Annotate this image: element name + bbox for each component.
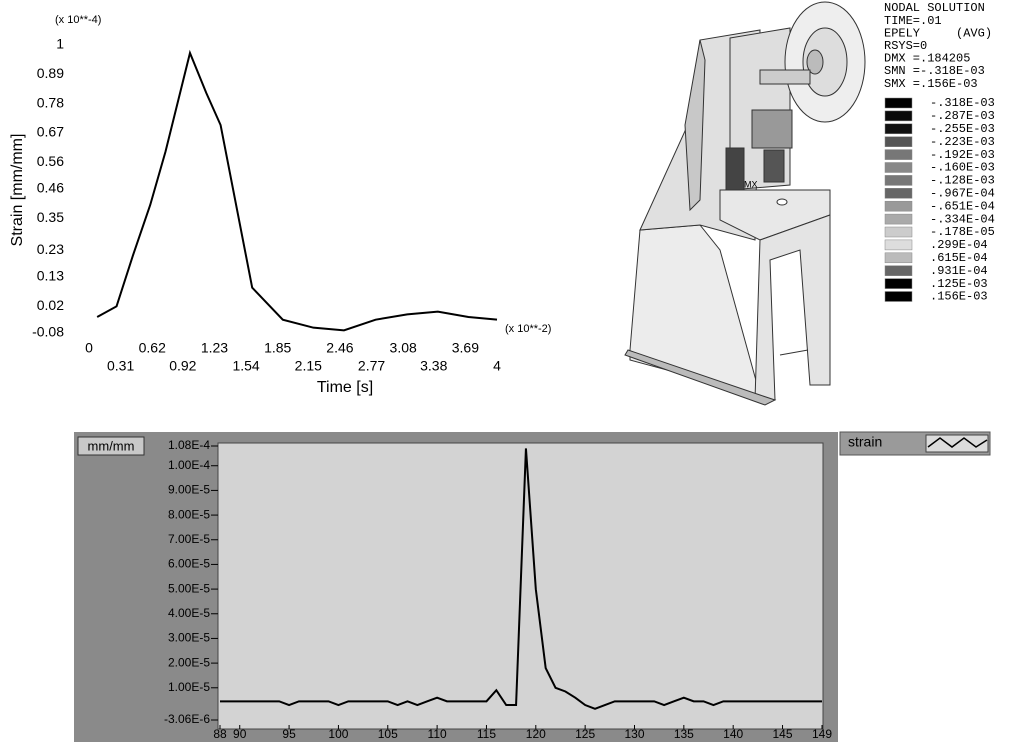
y-multiplier: (x 10**-4) <box>55 14 101 26</box>
x-tick-label: 0.31 <box>107 358 134 374</box>
x-tick-label: 1.85 <box>264 340 291 356</box>
x-tick-label: 2.46 <box>326 340 353 356</box>
y-tick-label: 0.02 <box>37 297 64 313</box>
x-multiplier: (x 10**-2) <box>505 323 551 335</box>
y-tick-label: 1.00E-5 <box>168 680 210 694</box>
contour-swatch <box>885 292 912 302</box>
contour-label: -.651E-04 <box>930 199 995 213</box>
contour-label: -.192E-03 <box>930 148 995 162</box>
y-tick-label: 5.00E-5 <box>168 581 210 595</box>
y-tick-label: 1.08E-4 <box>168 438 210 452</box>
y-tick-label: 0.46 <box>37 180 64 196</box>
y-tick-label: 0.67 <box>37 124 64 140</box>
x-axis-label: Time [s] <box>317 379 373 396</box>
contour-swatch <box>885 188 912 198</box>
contour-label: -.255E-03 <box>930 122 995 136</box>
contour-swatch <box>885 279 912 289</box>
x-tick-label: 115 <box>477 727 496 741</box>
x-tick-label: 100 <box>328 727 348 741</box>
contour-label: .615E-04 <box>930 251 988 265</box>
x-tick-label: 4 <box>493 358 501 374</box>
x-tick-label: 90 <box>233 727 247 741</box>
x-tick-label: 110 <box>428 727 447 741</box>
x-tick-label: 140 <box>723 727 743 741</box>
x-tick-label: 0.92 <box>169 358 196 374</box>
x-tick-label: 1.54 <box>232 358 259 374</box>
contour-swatch <box>885 98 912 108</box>
contour-swatch <box>885 111 912 121</box>
y-tick-label: 4.00E-5 <box>168 606 210 620</box>
contour-label: -.334E-04 <box>930 212 995 226</box>
x-tick-label: 135 <box>674 727 694 741</box>
contour-label: -.318E-03 <box>930 96 995 110</box>
x-tick-label: 3.08 <box>390 340 417 356</box>
y-tick-label: 3.00E-5 <box>168 631 210 645</box>
y-tick-label: 1 <box>56 36 64 52</box>
contour-swatch <box>885 124 912 134</box>
data-line <box>97 53 497 330</box>
contour-label: -.178E-05 <box>930 225 995 239</box>
node-marker: MX <box>744 179 758 189</box>
contour-swatch <box>885 214 912 224</box>
contour-label: .931E-04 <box>930 264 988 278</box>
contour-swatch <box>885 240 912 250</box>
x-tick-label: 145 <box>773 727 793 741</box>
y-tick-label: 0.89 <box>37 65 64 81</box>
y-tick-label: 1.00E-4 <box>168 458 210 472</box>
contour-swatch <box>885 150 912 160</box>
x-tick-label: 0.62 <box>139 340 166 356</box>
y-tick-label: 0.13 <box>37 268 64 284</box>
contour-swatch <box>885 266 912 276</box>
fe-model <box>625 2 865 405</box>
result-header: SMX =.156E-03 <box>884 77 978 91</box>
contour-swatch <box>885 175 912 185</box>
x-tick-label: 0 <box>85 340 93 356</box>
x-tick-label: 125 <box>575 727 595 741</box>
contour-swatch <box>885 137 912 147</box>
contour-label: .156E-03 <box>930 290 988 304</box>
y-unit: mm/mm <box>88 438 135 453</box>
y-tick-label: 0.23 <box>37 241 64 257</box>
contour-label: -.128E-03 <box>930 174 995 188</box>
y-tick-label: 0.35 <box>37 209 64 225</box>
y-tick-label: 0.78 <box>37 94 64 110</box>
y-tick-label: -3.06E-6 <box>164 712 210 726</box>
y-tick-label: 9.00E-5 <box>168 483 210 497</box>
x-tick-label: 2.15 <box>295 358 322 374</box>
x-tick-label: 105 <box>378 727 398 741</box>
y-tick-label: 0.56 <box>37 153 64 169</box>
contour-swatch <box>885 163 912 173</box>
x-tick-label: 1.23 <box>201 340 228 356</box>
x-tick-label: 149 <box>812 727 832 741</box>
y-axis-label: Strain [mm/mm] <box>9 134 26 247</box>
y-tick-label: 7.00E-5 <box>168 532 210 546</box>
x-tick-label: 88 <box>213 727 227 741</box>
x-tick-label: 2.77 <box>358 358 385 374</box>
contour-swatch <box>885 201 912 211</box>
x-tick-label: 95 <box>282 727 296 741</box>
x-tick-label: 3.69 <box>452 340 479 356</box>
y-tick-label: 2.00E-5 <box>168 655 210 669</box>
y-tick-label: 8.00E-5 <box>168 507 210 521</box>
contour-label: -.287E-03 <box>930 109 995 123</box>
y-tick-label: -0.08 <box>32 324 64 340</box>
contour-label: .299E-04 <box>930 238 988 252</box>
x-tick-label: 130 <box>624 727 644 741</box>
x-tick-label: 3.38 <box>420 358 447 374</box>
x-tick-label: 120 <box>526 727 546 741</box>
contour-swatch <box>885 227 912 237</box>
y-tick-label: 6.00E-5 <box>168 557 210 571</box>
contour-swatch <box>885 253 912 263</box>
screen: (x 10**-4) (x 10**-2) Strain [mm/mm] Time [… <box>0 0 1009 742</box>
contour-label: .125E-03 <box>930 277 988 291</box>
contour-label: -.160E-03 <box>930 161 995 175</box>
contour-label: -.223E-03 <box>930 135 995 149</box>
contour-label: -.967E-04 <box>930 186 995 200</box>
legend-label: strain <box>848 434 882 450</box>
